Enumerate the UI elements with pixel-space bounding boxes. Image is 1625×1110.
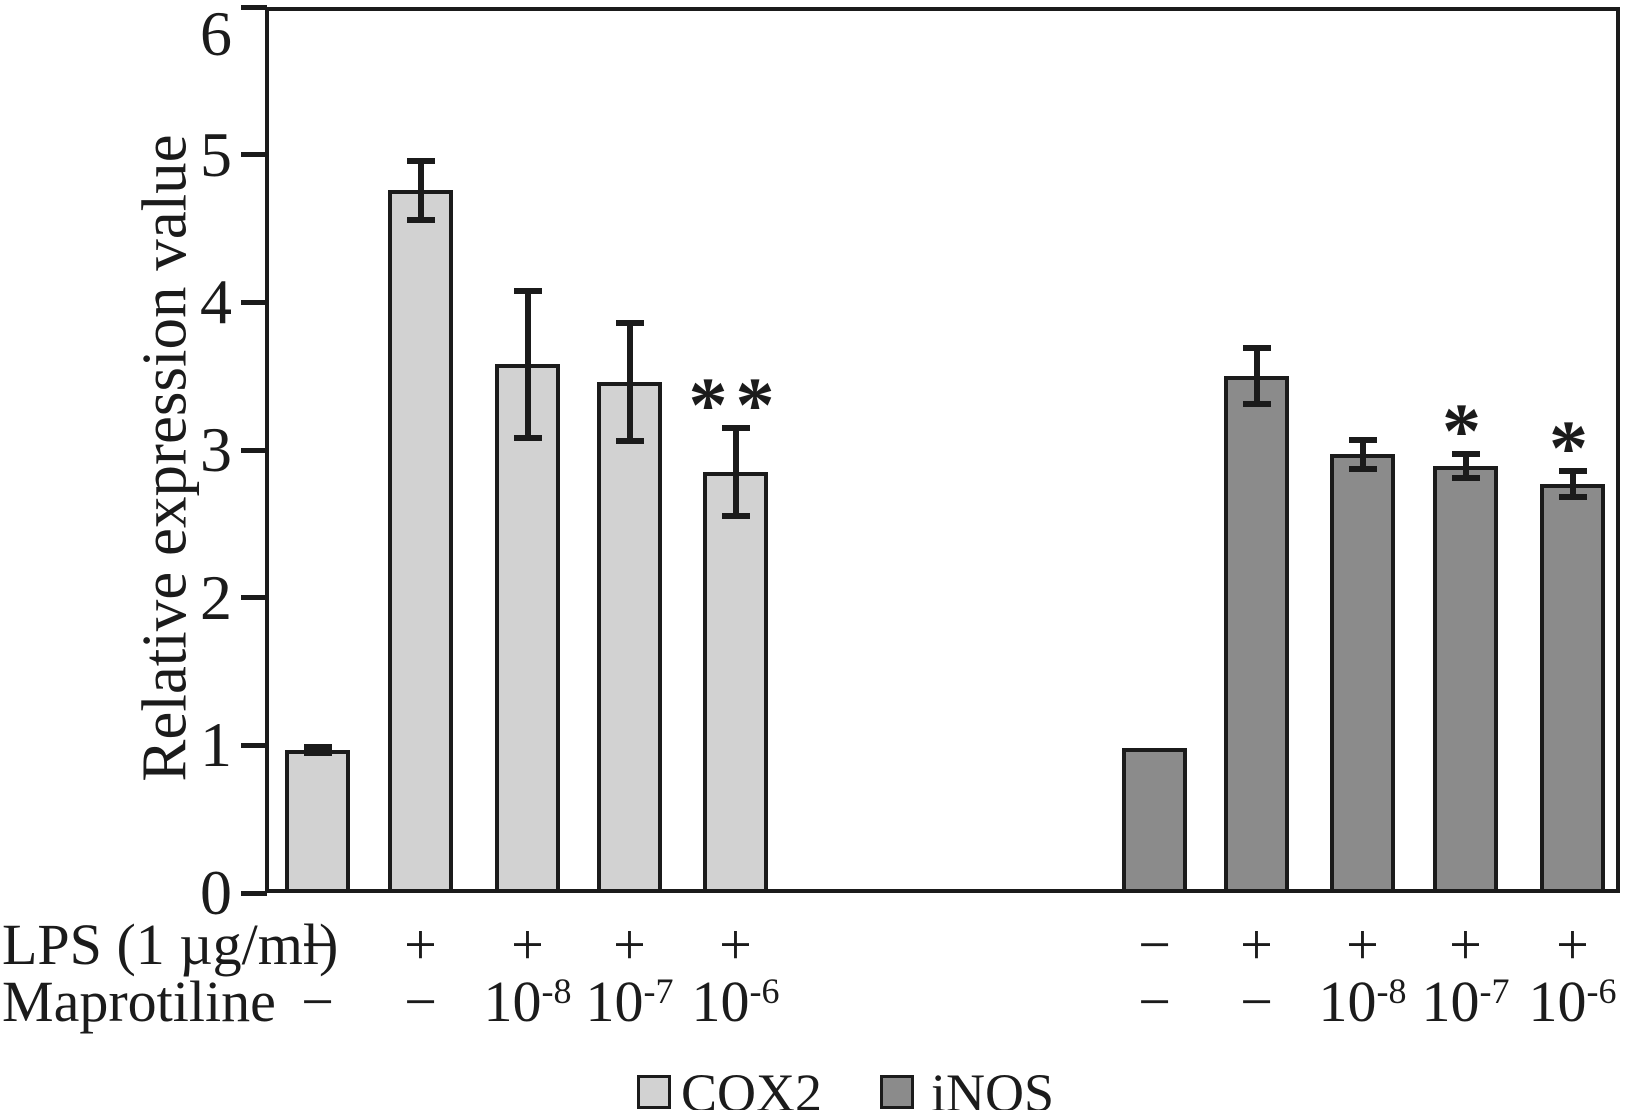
bar-cox2-2	[388, 190, 453, 893]
bar-cox2-3	[495, 364, 560, 893]
error-bar-cap-top	[406, 157, 435, 164]
error-bar-cap-top	[1348, 436, 1377, 443]
significance-marker: **	[688, 360, 783, 448]
legend-swatch-cox2	[637, 1075, 671, 1109]
y-axis-tick-label: 5	[200, 118, 232, 190]
condition-value: −	[301, 969, 334, 1034]
error-bar-cap-bottom	[1558, 494, 1587, 501]
maprotiline-row-label: Maprotiline	[2, 969, 276, 1034]
condition-value: +	[1346, 912, 1379, 977]
error-bar-line	[417, 160, 424, 220]
y-axis-tick-label: 3	[200, 414, 232, 485]
y-axis-tick	[241, 595, 267, 601]
condition-value: −	[404, 969, 437, 1034]
error-bar-cap-bottom	[1242, 401, 1271, 408]
condition-value: +	[1449, 912, 1482, 977]
condition-value: −	[1240, 969, 1273, 1034]
error-bar-cap-top	[1558, 467, 1587, 474]
y-axis-tick-label: 4	[200, 266, 232, 338]
exponent: -7	[1479, 971, 1510, 1011]
condition-value: −	[1138, 969, 1171, 1034]
bar-inos-4	[1433, 466, 1498, 893]
error-bar-cap-bottom	[615, 438, 644, 445]
exponent: -6	[1586, 971, 1617, 1011]
bar-cox2-4	[597, 382, 662, 893]
error-bar-cap-bottom	[1348, 466, 1377, 473]
condition-value: 10-6	[691, 969, 780, 1034]
y-axis-tick	[241, 890, 267, 896]
condition-value: 10-7	[1421, 969, 1510, 1034]
plot-area	[265, 7, 1620, 893]
bar-inos-3	[1330, 454, 1395, 893]
error-bar-cap-top	[1451, 451, 1480, 458]
bar-inos-5	[1540, 483, 1605, 893]
legend-label-cox2: COX2	[681, 1063, 823, 1110]
y-axis-tick-label: 6	[200, 0, 232, 69]
exponent: -7	[643, 971, 674, 1011]
error-bar-line	[1462, 454, 1469, 479]
exponent: -6	[749, 971, 780, 1011]
error-bar-cap-top	[721, 424, 750, 431]
y-axis-tick	[241, 152, 267, 158]
significance-marker: *	[1442, 387, 1489, 475]
condition-value: 10-7	[585, 969, 674, 1034]
error-bar-cap-bottom	[513, 435, 542, 442]
error-bar-cap-bottom	[1451, 475, 1480, 482]
error-bar-cap-top	[513, 287, 542, 294]
condition-value: +	[1556, 912, 1589, 977]
condition-value: +	[613, 912, 646, 977]
condition-value: 10-6	[1528, 969, 1617, 1034]
legend-label-inos: iNOS	[931, 1063, 1055, 1110]
condition-value: +	[511, 912, 544, 977]
error-bar-cap-bottom	[721, 513, 750, 520]
significance-marker: *	[1549, 403, 1596, 491]
bar-cox2-5	[703, 472, 768, 893]
condition-value: +	[719, 912, 752, 977]
y-axis-tick	[241, 299, 267, 305]
y-axis-tick	[241, 447, 267, 453]
condition-value: −	[1138, 912, 1171, 977]
error-bar-cap-bottom	[406, 216, 435, 223]
exponent: -8	[1376, 971, 1407, 1011]
error-bar-line	[524, 290, 531, 439]
y-axis-tick-label: 2	[200, 561, 232, 633]
condition-value: −	[301, 912, 334, 977]
error-bar-line	[1569, 470, 1576, 498]
condition-value: +	[404, 912, 437, 977]
lps-row-label: LPS (1 µg/ml)	[2, 912, 339, 977]
condition-value: +	[1240, 912, 1273, 977]
bar-inos-2	[1224, 376, 1289, 893]
condition-value: 10-8	[483, 969, 572, 1034]
y-axis-tick	[241, 742, 267, 748]
error-bar-line	[1359, 439, 1366, 470]
error-bar-line	[732, 427, 739, 517]
y-axis-tick	[241, 4, 267, 10]
y-axis-tick-label: 0	[200, 857, 232, 928]
error-bar-cap-top	[303, 743, 332, 750]
legend-swatch-inos	[880, 1075, 914, 1109]
bar-cox2-1	[285, 749, 350, 893]
error-bar-cap-top	[615, 320, 644, 326]
y-axis-tick-label: 1	[200, 709, 232, 781]
error-bar-line	[1253, 348, 1260, 405]
error-bar-cap-top	[1242, 345, 1271, 352]
exponent: -8	[541, 971, 572, 1011]
error-bar-cap-bottom	[303, 749, 332, 756]
error-bar-line	[626, 323, 633, 442]
bar-inos-1	[1122, 748, 1187, 893]
condition-value: 10-8	[1318, 969, 1407, 1034]
